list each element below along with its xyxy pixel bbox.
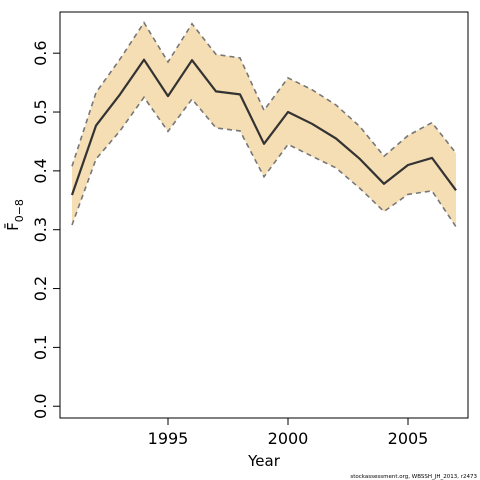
confidence-band (72, 22, 456, 227)
estimate-line (70, 58, 457, 196)
x-axis-title: Year (247, 452, 281, 470)
y-tick-label: 0.0 (31, 394, 50, 419)
y-tick-label: 0.2 (31, 276, 50, 301)
upper-bound-line (71, 21, 457, 167)
lower-bound-line (71, 95, 457, 228)
y-tick-label: 0.1 (31, 335, 50, 360)
y-tick-label: 0.6 (31, 40, 50, 65)
x-tick-label: 2005 (388, 429, 429, 448)
plot-frame (59, 11, 469, 419)
svg-text:F̄0−8: F̄0−8 (3, 199, 26, 231)
footnote: stockassessment.org, WBSSH_JH_2013, r247… (350, 474, 477, 480)
y-tick-label: 0.4 (31, 158, 50, 183)
y-axis-title-subscript: 0−8 (13, 199, 26, 222)
y-tick-label: 0.3 (31, 217, 50, 242)
x-tick-label: 1995 (148, 429, 189, 448)
y-tick-label: 0.5 (31, 99, 50, 124)
y-axis-title-main: F̄ (3, 222, 22, 231)
y-axis-title: F̄0−8 (3, 199, 26, 231)
x-axis: 1995 2000 2005 (148, 418, 429, 448)
x-tick-label: 2000 (268, 429, 309, 448)
y-axis: 0.0 0.1 0.2 0.3 0.4 0.5 0.6 (31, 40, 60, 419)
